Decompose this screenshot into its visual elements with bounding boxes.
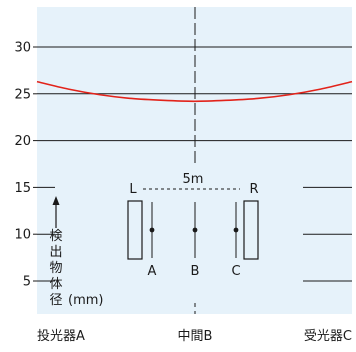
curve-series — [36, 80, 353, 103]
caption-char-0: 検 — [49, 229, 62, 244]
inset-diagram: 5m L R A B C — [55, 166, 303, 303]
point-a-label: A — [148, 264, 157, 279]
y-tick-label-5: 5 — [23, 275, 31, 290]
point-a-dot — [149, 227, 155, 233]
x-category-label-1: 中間B — [178, 329, 213, 344]
y-tick-label-10: 10 — [14, 228, 31, 243]
x-category-labels: 投光器A 中間B 受光器C — [37, 328, 352, 344]
right-label: R — [249, 182, 258, 197]
receiver-box — [243, 200, 259, 260]
y-tick-label-30: 30 — [14, 41, 31, 56]
x-category-label-0: 投光器A — [37, 328, 85, 344]
vertical-axis-caption: 検 出 物 体 径 (mm) — [49, 196, 103, 308]
point-c-label: C — [231, 264, 240, 279]
y-tick-label-15: 15 — [14, 181, 31, 196]
distance-label: 5m — [183, 172, 204, 187]
emitter-box — [127, 200, 143, 260]
y-tick-label-20: 20 — [14, 134, 31, 149]
caption-char-4: 径 — [49, 293, 62, 308]
point-b-label: B — [191, 264, 200, 279]
point-b-dot — [192, 227, 198, 233]
y-tick-label-25: 25 — [14, 87, 31, 102]
caption-unit: (mm) — [68, 293, 103, 308]
caption-char-2: 物 — [49, 261, 62, 276]
y-tick-labels: 5 10 15 20 25 30 — [14, 41, 31, 290]
caption-char-1: 出 — [49, 245, 62, 260]
caption-char-3: 体 — [49, 277, 62, 292]
caption-arrow-head — [52, 196, 60, 205]
inset-mask — [55, 166, 303, 303]
x-category-label-2: 受光器C — [304, 329, 352, 344]
point-c-dot — [233, 227, 239, 233]
left-label: L — [129, 182, 137, 197]
